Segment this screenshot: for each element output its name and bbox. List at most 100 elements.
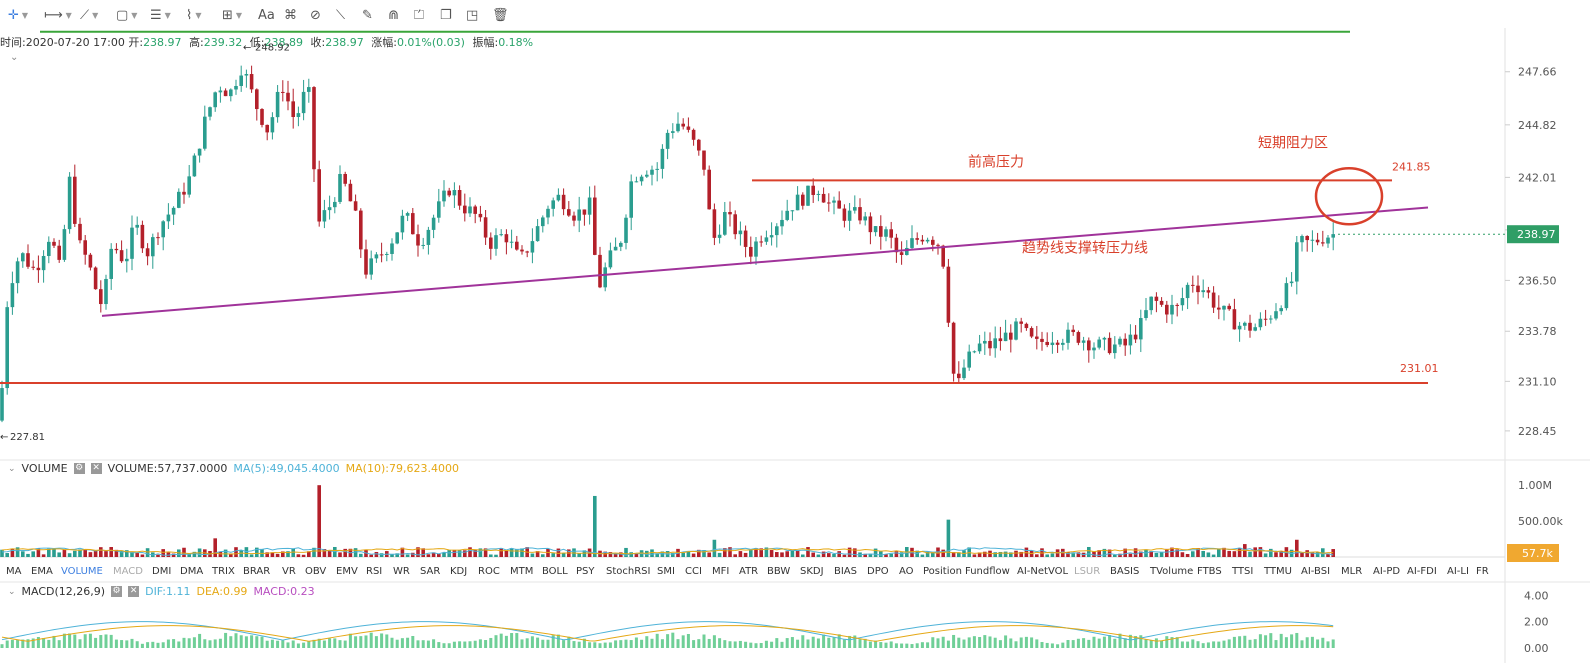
fibonacci-tool-icon[interactable]: ⌘ — [284, 6, 297, 24]
chevron-down-icon[interactable]: ▼ — [65, 10, 72, 20]
indicator-tab-mtm[interactable]: MTM — [510, 566, 534, 577]
macd-histogram-bar — [421, 640, 425, 648]
indicator-tab-wr[interactable]: WR — [393, 566, 410, 577]
indicator-tab-ai-li[interactable]: AI-LI — [1447, 566, 1469, 577]
delete-tool-icon[interactable]: 🗑 — [492, 6, 509, 24]
candle-body — [26, 253, 30, 267]
macd-close-icon[interactable]: ✕ — [128, 586, 140, 597]
macd-histogram-bar — [26, 639, 30, 648]
indicator-tab-kdj[interactable]: KDJ — [450, 566, 468, 577]
indicator-tab-mfi[interactable]: MFI — [712, 566, 730, 577]
indicator-tab-fundflow[interactable]: Fundflow — [965, 566, 1010, 577]
macd-histogram-bar — [697, 639, 701, 648]
indicator-tab-fr[interactable]: FR — [1476, 566, 1489, 577]
indicator-tab-ai-bsi[interactable]: AI-BSI — [1301, 566, 1331, 577]
macd-histogram-bar — [645, 636, 649, 648]
macd-settings-gear-icon[interactable]: ⚙ — [111, 586, 123, 597]
volume-collapse-icon[interactable]: ⌄ — [8, 463, 16, 474]
indicator-tab-bbw[interactable]: BBW — [767, 566, 791, 577]
rectangle-tool-icon[interactable]: ▢ ▼ — [116, 6, 137, 24]
tool-glyph: ⌘ — [284, 7, 297, 23]
indicator-tab-ttmu[interactable]: TTMU — [1264, 566, 1292, 577]
indicator-tab-volume[interactable]: VOLUME — [61, 566, 103, 577]
macd-histogram-bar — [1113, 638, 1117, 648]
macd-histogram-bar — [759, 642, 763, 648]
indicator-tab-ao[interactable]: AO — [899, 566, 914, 577]
indicator-tab-boll[interactable]: BOLL — [542, 566, 568, 577]
indicator-tab-brar[interactable]: BRAR — [243, 566, 271, 577]
indicator-tab-ma[interactable]: MA — [6, 566, 22, 577]
volume-bar — [520, 548, 524, 557]
indicator-tab-ai-fdi[interactable]: AI-FDI — [1407, 566, 1437, 577]
volume-bar — [400, 547, 405, 557]
grid-tool-icon[interactable]: ⊞ ▼ — [222, 6, 242, 24]
indicator-tab-vr[interactable]: VR — [282, 566, 296, 577]
ruler-tool-icon[interactable]: ⟍ — [336, 6, 345, 24]
indicator-tab-mlr[interactable]: MLR — [1341, 566, 1363, 577]
chevron-down-icon[interactable]: ▼ — [235, 10, 243, 20]
indicator-tab-tvolume[interactable]: TVolume — [1150, 566, 1194, 577]
indicator-tab-bias[interactable]: BIAS — [834, 566, 857, 577]
indicator-tab-obv[interactable]: OBV — [305, 566, 327, 577]
macd-histogram-bar — [244, 636, 248, 648]
indicator-tab-roc[interactable]: ROC — [478, 566, 500, 577]
wave-tool-icon[interactable]: ⌇ ▼ — [186, 6, 202, 24]
macd-histogram-bar — [1253, 639, 1257, 648]
parallel-channel-tool-icon[interactable]: ☰ ▼ — [150, 6, 171, 24]
volume-close-icon[interactable]: ✕ — [90, 463, 102, 474]
indicator-tab-lsur[interactable]: LSUR — [1074, 566, 1101, 577]
indicator-tab-ema[interactable]: EMA — [31, 566, 53, 577]
indicator-tab-trix[interactable]: TRIX — [212, 566, 235, 577]
volume-bar — [1289, 549, 1294, 557]
copy-tool-icon[interactable]: ❐ — [440, 6, 452, 24]
indicator-tab-ai-pd[interactable]: AI-PD — [1373, 566, 1401, 577]
macd-histogram-bar — [255, 636, 259, 648]
indicator-tab-basis[interactable]: BASIS — [1110, 566, 1140, 577]
indicator-tab-position[interactable]: Position — [923, 566, 962, 577]
indicator-tab-ftbs[interactable]: FTBS — [1197, 566, 1222, 577]
volume-bar — [67, 553, 72, 557]
chevron-down-icon[interactable]: ▼ — [195, 10, 202, 20]
macd-collapse-icon[interactable]: ⌄ — [8, 586, 16, 597]
candle-body — [629, 181, 633, 218]
pattern-tool-icon[interactable]: ⋒ — [388, 6, 399, 24]
horizontal-ray-tool-icon[interactable]: ⟼ ▼ — [44, 6, 72, 24]
volume-bar — [291, 548, 295, 557]
indicator-tab-dpo[interactable]: DPO — [867, 566, 889, 577]
macd-histogram-bar — [848, 635, 852, 648]
hide-tool-icon[interactable]: ◳ — [466, 6, 478, 24]
chevron-down-icon[interactable]: ▼ — [21, 10, 29, 20]
volume-bar — [1123, 548, 1127, 557]
indicator-tab-emv[interactable]: EMV — [336, 566, 358, 577]
chevron-down-icon[interactable]: ▼ — [131, 10, 138, 20]
indicator-tab-ttsi[interactable]: TTSI — [1232, 566, 1254, 577]
chevron-down-icon[interactable]: ▼ — [92, 10, 99, 20]
indicator-tab-dma[interactable]: DMA — [180, 566, 204, 577]
candle-body — [1263, 318, 1268, 320]
candle-body — [1253, 327, 1257, 331]
volume-settings-gear-icon[interactable]: ⚙ — [73, 463, 85, 474]
indicator-tab-dmi[interactable]: DMI — [152, 566, 172, 577]
trendline-tool-icon[interactable]: ⟋ ▼ — [80, 6, 98, 24]
crosshair-tool-icon[interactable]: ✛ ▼ — [8, 6, 28, 24]
indicator-tab-psy[interactable]: PSY — [576, 566, 595, 577]
magnet-tool-icon[interactable]: ⊘ — [310, 6, 321, 24]
indicator-tab-skdj[interactable]: SKDJ — [800, 566, 824, 577]
indicator-tab-cci[interactable]: CCI — [685, 566, 702, 577]
indicator-tab-atr[interactable]: ATR — [739, 566, 759, 577]
indicator-tab-smi[interactable]: SMI — [657, 566, 675, 577]
indicator-tab-sar[interactable]: SAR — [420, 566, 441, 577]
chevron-down-icon[interactable]: ▼ — [164, 10, 171, 20]
pen-tool-icon[interactable]: ✎ — [362, 6, 373, 24]
indicator-tab-stochrsi[interactable]: StochRSI — [606, 566, 651, 577]
indicator-tab-macd[interactable]: MACD — [113, 566, 143, 577]
candle-body — [296, 113, 301, 118]
indicator-tab-rsi[interactable]: RSI — [366, 566, 383, 577]
indicator-tab-ai-netvol[interactable]: AI-NetVOL — [1017, 566, 1069, 577]
text-tool-icon[interactable]: Aa — [258, 6, 275, 24]
volume-bar — [951, 552, 956, 557]
macd-histogram-bar — [603, 642, 607, 648]
collapse-chevron-icon[interactable]: ⌄ — [10, 52, 19, 63]
lock-tool-icon[interactable]: ⏍ — [414, 6, 424, 24]
